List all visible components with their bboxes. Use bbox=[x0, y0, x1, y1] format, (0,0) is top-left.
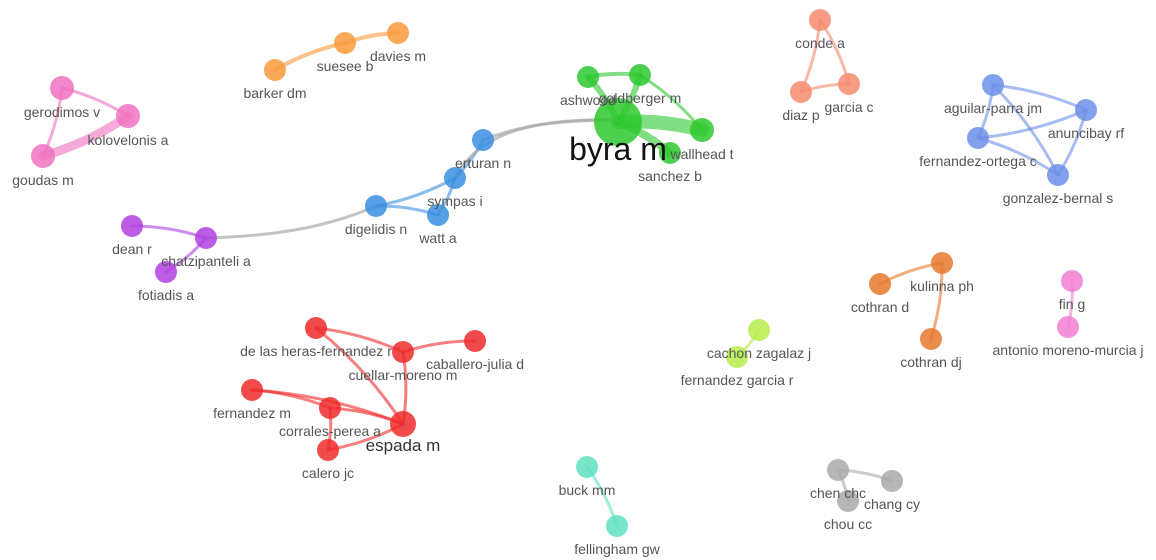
node bbox=[576, 456, 598, 478]
node bbox=[195, 227, 217, 249]
node bbox=[392, 341, 414, 363]
node-label: davies m bbox=[370, 48, 426, 64]
node-label: dean r bbox=[112, 241, 152, 257]
node bbox=[241, 379, 263, 401]
node-label: chou cc bbox=[824, 516, 872, 532]
node bbox=[982, 74, 1004, 96]
node bbox=[365, 195, 387, 217]
node bbox=[121, 215, 143, 237]
edge bbox=[130, 224, 208, 240]
edge bbox=[929, 261, 944, 341]
node bbox=[606, 515, 628, 537]
nodes bbox=[31, 9, 1097, 537]
node bbox=[1047, 164, 1069, 186]
node bbox=[427, 204, 449, 226]
node bbox=[155, 261, 177, 283]
node-label: antonio moreno-murcia j bbox=[993, 342, 1144, 358]
node-label: buck mm bbox=[559, 482, 616, 498]
node-label: corrales-perea a bbox=[279, 423, 381, 439]
node-label: watt a bbox=[418, 230, 457, 246]
node-label: cothran dj bbox=[900, 354, 961, 370]
node bbox=[594, 98, 642, 146]
node-label: erturan n bbox=[455, 155, 511, 171]
node bbox=[319, 397, 341, 419]
node-label: chatzipanteli a bbox=[161, 253, 251, 269]
node bbox=[869, 273, 891, 295]
edge bbox=[991, 83, 1060, 177]
node-label: gerodimos v bbox=[24, 104, 100, 120]
edge bbox=[314, 326, 405, 426]
node bbox=[264, 59, 286, 81]
node bbox=[931, 252, 953, 274]
node bbox=[838, 73, 860, 95]
node-label: gonzalez-bernal s bbox=[1003, 190, 1114, 206]
node-label: anuncibay rf bbox=[1048, 125, 1124, 141]
node bbox=[748, 319, 770, 341]
node-label: conde a bbox=[795, 35, 845, 51]
node bbox=[116, 104, 140, 128]
node bbox=[31, 144, 55, 168]
node-label: kulinna ph bbox=[910, 278, 974, 294]
node-label: suesee b bbox=[317, 58, 374, 74]
node bbox=[1061, 270, 1083, 292]
node bbox=[690, 118, 714, 142]
node-label: goldberger m bbox=[599, 90, 682, 106]
node-label: sympas i bbox=[427, 193, 482, 209]
node-label: espada m bbox=[366, 436, 441, 455]
node-label: fin g bbox=[1059, 296, 1085, 312]
node-label: cachon zagalaz j bbox=[707, 345, 811, 361]
node bbox=[920, 328, 942, 350]
node-label: byra m bbox=[569, 131, 667, 167]
node-label: fernandez m bbox=[213, 405, 291, 421]
node bbox=[472, 129, 494, 151]
node bbox=[334, 32, 356, 54]
node bbox=[444, 167, 466, 189]
node-label: fernandez garcia r bbox=[681, 372, 794, 388]
node-label: digelidis n bbox=[345, 221, 407, 237]
edge bbox=[976, 108, 1088, 140]
node-label: barker dm bbox=[243, 85, 306, 101]
node bbox=[387, 22, 409, 44]
node-label: goudas m bbox=[12, 172, 73, 188]
labels: gerodimos v kolovelonis a goudas m barker d… bbox=[12, 35, 1143, 557]
node bbox=[629, 64, 651, 86]
node bbox=[809, 9, 831, 31]
edge bbox=[799, 18, 822, 94]
node-label: de las heras-fernandez r bbox=[240, 343, 392, 359]
node-label: fernandez-ortega c bbox=[919, 153, 1037, 169]
node-label: aguilar-parra jm bbox=[944, 100, 1042, 116]
node bbox=[317, 439, 339, 461]
node bbox=[390, 411, 416, 437]
node bbox=[464, 330, 486, 352]
node-label: caballero-julia d bbox=[426, 356, 524, 372]
node-label: wallhead t bbox=[669, 146, 733, 162]
node bbox=[1057, 316, 1079, 338]
node-label: chang cy bbox=[864, 496, 920, 512]
node-label: cuellar-moreno m bbox=[349, 367, 458, 383]
node bbox=[1075, 99, 1097, 121]
node-label: fellingham gw bbox=[574, 541, 660, 557]
node bbox=[827, 459, 849, 481]
node bbox=[726, 346, 748, 368]
edge bbox=[205, 204, 377, 240]
node bbox=[790, 81, 812, 103]
node bbox=[577, 66, 599, 88]
node bbox=[881, 470, 903, 492]
node bbox=[837, 490, 859, 512]
node-label: calero jc bbox=[302, 465, 354, 481]
node-label: kolovelonis a bbox=[88, 132, 169, 148]
node-label: fotiadis a bbox=[138, 287, 194, 303]
node-label: cothran d bbox=[851, 299, 909, 315]
node bbox=[967, 127, 989, 149]
node bbox=[305, 317, 327, 339]
node bbox=[50, 76, 74, 100]
node-label: diaz p bbox=[782, 107, 820, 123]
node-label: sanchez b bbox=[638, 168, 702, 184]
node-label: chen chc bbox=[810, 485, 866, 501]
node-label: ashwood bbox=[560, 92, 616, 108]
node bbox=[659, 142, 681, 164]
node-label: garcia c bbox=[824, 99, 873, 115]
